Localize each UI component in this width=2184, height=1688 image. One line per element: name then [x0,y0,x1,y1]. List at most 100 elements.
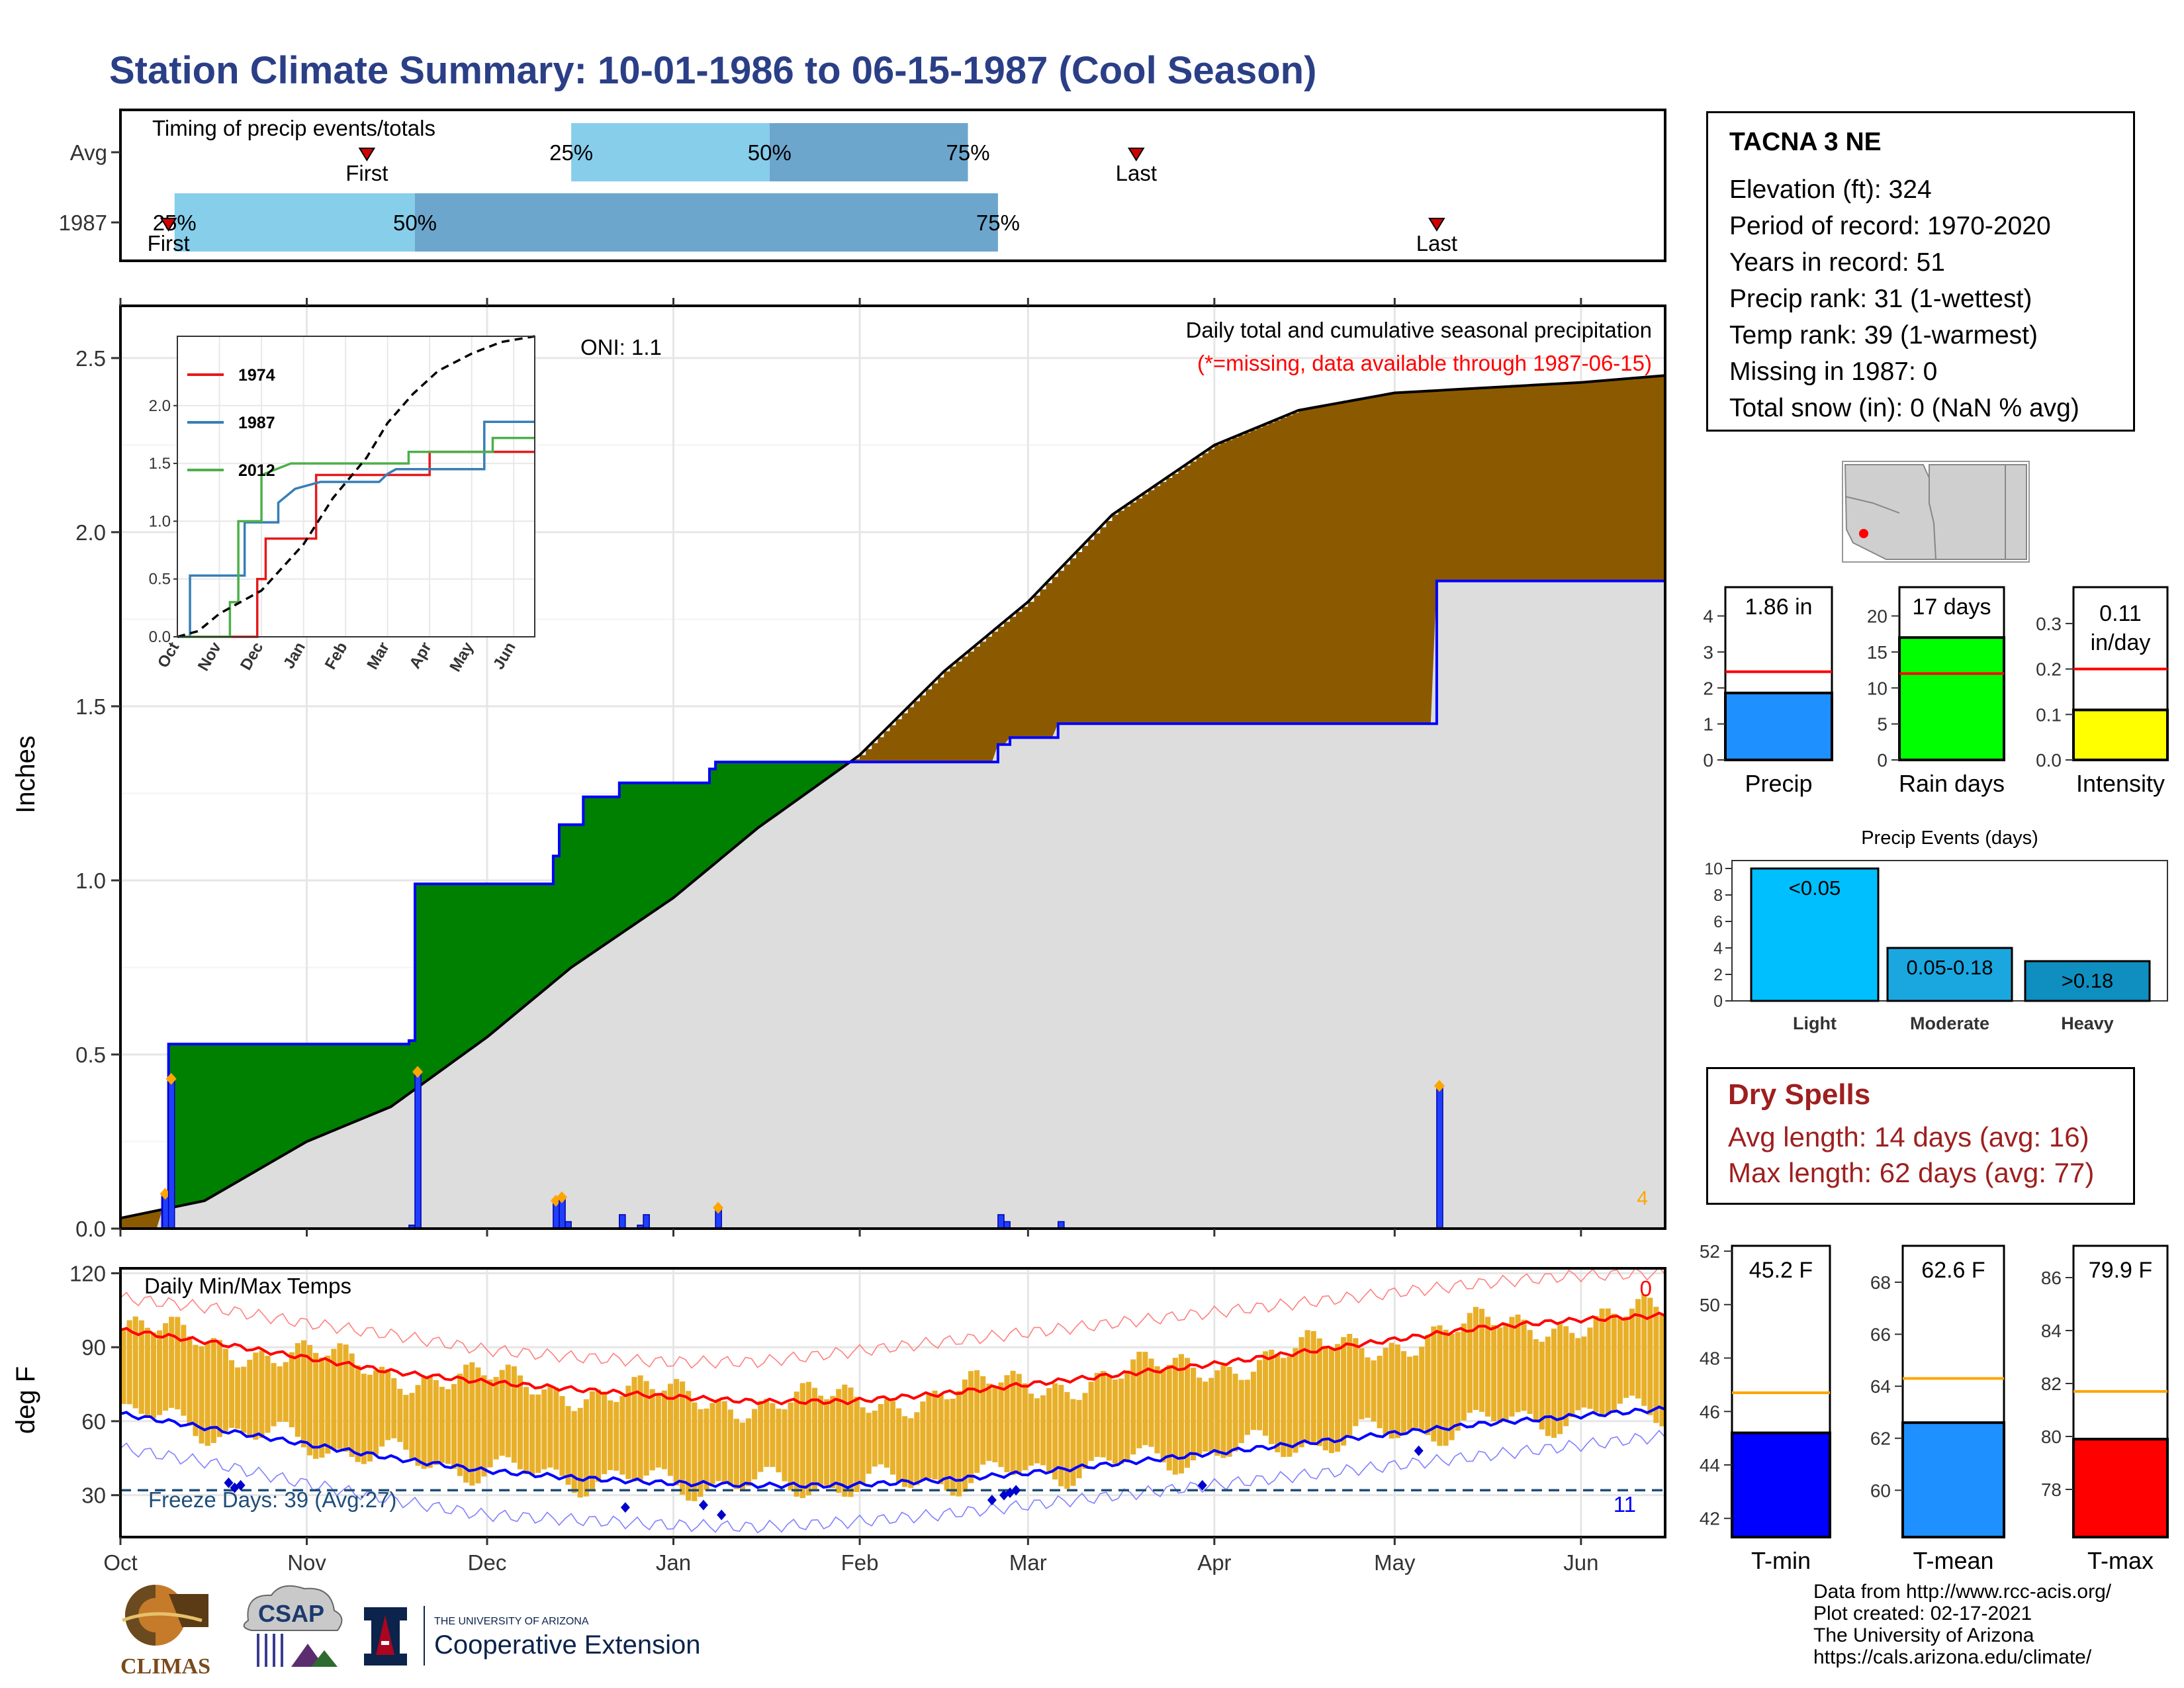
dry-diff-bar [1521,385,1527,581]
dry-diff-bar [1599,381,1606,581]
daily-temp-bar [817,1395,824,1487]
dry-diff-bar [860,755,866,763]
wet-diff-bar [769,762,776,820]
daily-temp-bar [968,1371,974,1483]
daily-temp-bar [932,1390,938,1480]
daily-temp-bar [1533,1339,1539,1421]
y-tick-label: 0.0 [75,1217,106,1241]
side-y-tick-label: 0 [1877,750,1888,771]
inset-y-label: 1.0 [149,512,171,530]
dry-diff-bar [1449,389,1455,581]
inset-bg [177,336,535,637]
dry-diff-bar [1274,420,1281,724]
wet-diff-bar [180,1044,187,1206]
wet-diff-bar [330,1044,338,1132]
side-bar-label: 45.2 F [1749,1258,1813,1283]
dry-diff-bar [1508,386,1516,581]
daily-temp-bar [1641,1294,1647,1406]
dry-diff-bar [1064,564,1071,724]
daily-temp-bar [878,1404,884,1465]
side-bar-xlabel: Rain days [1899,770,2005,797]
wet-diff-bar [829,762,837,777]
last-label: Last [1116,161,1157,185]
daily-temp-bar [914,1412,920,1485]
dry-diff-bar [1160,482,1167,724]
dry-diff-bar [1400,393,1408,724]
y-tick-label: 1.0 [75,868,106,893]
events-x-label: Light [1793,1013,1837,1033]
daily-temp-bar [1293,1348,1298,1453]
month-label-jun: Jun [1563,1550,1598,1575]
temp-frame [119,1267,1666,1538]
side-bar-value [2072,708,2169,762]
y-tick-label: 2.0 [75,520,106,545]
daily-temp-bar [1400,1351,1406,1434]
wet-diff-bar [396,1044,404,1103]
side-chart-tmean: 60 62 64 66 68 62.6 F T-mean [1870,1244,2005,1574]
p75-label: 75% [946,140,989,165]
wet-diff-bar [324,1044,332,1135]
dry-diff-bar [938,677,944,763]
wet-diff-bar [751,762,758,833]
side-y-tick-label: 1 [1703,714,1713,735]
daily-temp-bar [1058,1385,1064,1487]
daily-temp-bar [1232,1374,1238,1452]
side-y-tick-label: 78 [2041,1479,2062,1500]
wet-diff-bar [451,884,458,1064]
daily-temp-bar [1064,1391,1070,1489]
inset-y-label: 1.5 [149,455,171,473]
dry-diff-bar [1214,445,1221,724]
daily-temp-bar [1388,1342,1394,1439]
dry-diff-bar [1010,616,1017,738]
wet-diff-bar [433,884,439,1076]
wet-diff-bar [186,1044,193,1205]
dry-diff-bar [944,671,950,763]
record-low-marker [1197,1479,1207,1491]
daily-temp-bar [608,1400,614,1470]
daily-temp-bar [1184,1358,1191,1468]
dry-diff-bar [866,749,872,763]
side-bar-label: 62.6 F [1921,1258,1985,1283]
dry-diff-bar [1467,389,1473,581]
daily-temp-bar [860,1407,866,1483]
station-temp-rank: Temp rank: 39 (1-warmest) [1729,321,2038,350]
daily-temp-bar [1635,1299,1641,1399]
daily-temp-bar [379,1366,385,1447]
dry-diff-bar [1106,521,1113,724]
daily-temp-bar [614,1401,619,1471]
daily-temp-bar [126,1320,132,1405]
daily-temp-bar [848,1387,854,1497]
precip-marker [412,1066,424,1078]
oni-label: ONI: 1.1 [580,335,662,359]
dry-diff-bar [1244,432,1251,724]
side-y-tick-label: 82 [2041,1374,2062,1394]
wet-diff-bar [661,782,668,906]
daily-temp-bar [1365,1357,1371,1418]
daily-temp-bar [138,1320,144,1414]
dry-diff-bar [1496,387,1504,581]
avg-min-line [120,1405,1666,1489]
dry-diff-bar [1028,602,1035,738]
dry-diff-bar [1268,422,1275,724]
dry-diff-bar [1112,514,1119,724]
daily-temp-bar [896,1408,902,1482]
daily-temp-bar [1563,1326,1569,1427]
wet-diff-bar [300,1044,308,1145]
daily-temp-bar [776,1409,782,1473]
record-low-marker [620,1502,630,1513]
side-y-tick-label: 62 [1870,1429,1891,1449]
temp-ylabel: deg F [11,1366,40,1434]
credits: Data from http://www.rcc-acis.org/ Plot … [1813,1581,2111,1668]
daily-temp-bar [535,1394,541,1474]
daily-temp-bar [1238,1380,1244,1444]
dry-diff-bar [1298,410,1305,724]
precip-header: Daily total and cumulative seasonal prec… [1186,318,1652,342]
daily-temp-bar [163,1323,169,1411]
daily-temp-bar [265,1356,271,1433]
wet-diff-bar [264,1044,271,1166]
wet-diff-bar [216,1044,223,1194]
events-y-label: 0 [1713,992,1723,1011]
daily-temp-bar [169,1317,175,1408]
daily-temp-bar [120,1330,126,1404]
dry-diff-bar [1424,391,1432,724]
